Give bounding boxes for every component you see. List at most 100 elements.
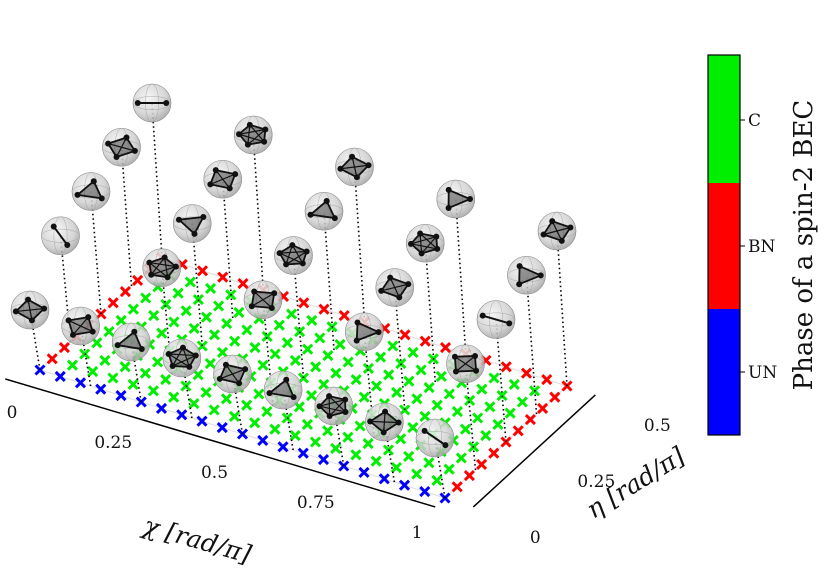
phase-marker-c	[99, 354, 111, 366]
phase-marker-c	[184, 276, 196, 288]
majorana-sphere	[203, 159, 243, 199]
phase-marker-c	[66, 359, 79, 371]
axes: 00.250.50.751 00.250.5 χ [rad/π] η [rad/…	[7, 403, 691, 569]
phase-marker-c	[370, 455, 382, 467]
majorana-sphere	[344, 312, 384, 352]
colorbar: C BN UN Phase of a spin-2 BEC	[707, 54, 819, 436]
phase-marker-bn	[512, 425, 524, 437]
majorana-sphere	[476, 300, 516, 339]
phase-marker-c	[383, 369, 395, 381]
phase-marker-bn	[419, 335, 431, 347]
phase-marker-c	[322, 425, 334, 437]
stem-line	[556, 230, 568, 387]
phase-marker-c	[318, 378, 330, 390]
phase-marker-c	[387, 340, 399, 352]
phase-marker-c	[370, 380, 383, 392]
phase-marker-c	[492, 418, 504, 430]
phase-marker-c	[407, 422, 419, 434]
phase-marker-c	[455, 452, 467, 464]
phase-marker-bn	[107, 297, 119, 309]
x-tick-label: 0.5	[201, 463, 228, 483]
majorana-sphere	[172, 204, 212, 243]
majorana-sphere	[263, 370, 303, 410]
phase-marker-c	[294, 326, 306, 338]
colorbar-un-segment	[708, 309, 740, 435]
phase-marker-c	[253, 388, 265, 400]
phase-marker-c	[464, 394, 476, 406]
phase-marker-c	[496, 390, 508, 402]
phase-marker-c	[362, 438, 374, 450]
majorana-sphere	[415, 418, 455, 458]
phase-marker-c	[103, 326, 115, 338]
phase-marker-c	[228, 410, 241, 422]
phase-marker-c	[241, 399, 253, 411]
phase-marker-c	[411, 393, 423, 405]
phase-marker-c	[342, 431, 354, 443]
phase-marker-c	[390, 462, 403, 474]
phase-marker-c	[261, 330, 273, 342]
phase-marker-un	[257, 434, 269, 446]
stem-line	[525, 275, 538, 415]
majorana-sphere	[304, 191, 344, 231]
phase-marker-c	[220, 393, 232, 405]
phase-marker-c	[354, 420, 366, 432]
colorbar-bn-segment	[708, 183, 740, 309]
phase-marker-c	[443, 388, 455, 400]
phase-marker-c	[358, 391, 370, 403]
phase-marker-c	[302, 343, 314, 355]
stem-line	[221, 179, 234, 319]
phase-marker-c	[508, 378, 520, 390]
phase-marker-c	[273, 319, 285, 331]
phase-marker-c	[160, 298, 172, 310]
phase-marker-c	[140, 292, 152, 304]
stem-line	[424, 243, 437, 383]
y-tick-label: 0	[530, 528, 541, 548]
phase-marker-un	[398, 479, 411, 491]
majorana-sphere	[436, 179, 476, 219]
phase-marker-c	[403, 450, 415, 462]
phase-marker-bn	[196, 265, 209, 277]
phase-marker-c	[322, 350, 334, 362]
phase-marker-bn	[119, 286, 131, 298]
x-tick-label: 1	[412, 523, 423, 543]
phase-marker-c	[504, 407, 516, 419]
phase-marker-c	[375, 351, 387, 363]
majorana-sphere	[274, 236, 313, 275]
majorana-sphere	[142, 248, 182, 288]
phase-marker-c	[350, 449, 362, 461]
phase-marker-c	[261, 406, 273, 418]
phase-marker-bn	[476, 458, 488, 470]
phase-marker-c	[407, 346, 419, 358]
phase-marker-c	[415, 364, 427, 376]
phase-marker-c	[411, 468, 423, 480]
phase-marker-bn	[549, 391, 561, 403]
majorana-sphere	[10, 290, 50, 330]
phase-marker-c	[435, 370, 447, 382]
phase-marker-c	[309, 436, 322, 448]
majorana-sphere	[314, 386, 354, 426]
majorana-sphere	[213, 354, 252, 394]
phase-marker-c	[476, 383, 488, 395]
phase-marker-c	[147, 385, 160, 397]
phase-marker-c	[257, 359, 269, 371]
phase-marker-c	[423, 382, 435, 394]
phase-marker-bn	[524, 414, 536, 426]
phase-marker-un	[155, 402, 168, 414]
phase-marker-un	[74, 377, 87, 389]
phase-marker-bn	[399, 329, 411, 341]
phase-marker-un	[54, 370, 66, 382]
stem-line	[120, 147, 133, 287]
phase-marker-c	[289, 354, 302, 366]
phase-marker-c	[233, 306, 245, 318]
phase-marker-c	[200, 311, 212, 323]
phase-marker-c	[204, 358, 216, 370]
colorbar-frame	[707, 54, 741, 436]
majorana-sphere	[335, 147, 374, 187]
phase-marker-un	[378, 473, 390, 485]
phase-marker-c	[200, 386, 212, 398]
phase-marker-c	[87, 366, 99, 378]
phase-marker-un	[419, 486, 431, 498]
phase-marker-bn	[520, 367, 533, 379]
stem-line	[151, 102, 163, 259]
